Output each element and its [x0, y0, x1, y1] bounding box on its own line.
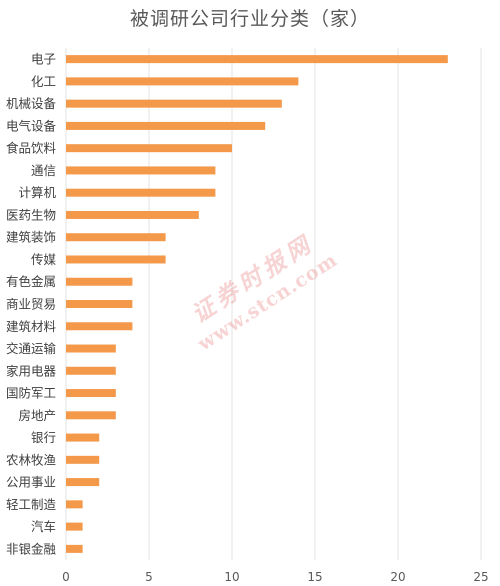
bar-2	[66, 99, 282, 108]
category-label-11: 商业贸易	[6, 297, 56, 312]
category-label-9: 传媒	[31, 252, 57, 267]
bar-10	[66, 277, 133, 286]
category-label-1: 化工	[31, 74, 56, 89]
category-label-22: 非银金融	[6, 541, 57, 556]
bar-9	[66, 255, 166, 264]
x-tick-label-2: 10	[224, 570, 239, 584]
x-tick-label-3: 15	[307, 570, 322, 584]
category-label-13: 交通运输	[6, 341, 57, 356]
bar-16	[66, 411, 116, 420]
bar-3	[66, 121, 266, 130]
bar-1	[66, 77, 299, 86]
bar-11	[66, 300, 133, 308]
category-label-10: 有色金属	[6, 274, 56, 289]
bar-5	[66, 166, 216, 175]
bar-4	[66, 144, 232, 153]
category-label-16: 房地产	[18, 408, 56, 423]
bar-14	[66, 366, 116, 375]
bar-20	[66, 500, 83, 509]
category-label-12: 建筑材料	[6, 319, 57, 334]
x-tick-label-1: 5	[145, 570, 153, 584]
bar-8	[66, 233, 166, 242]
category-label-0: 电子	[31, 52, 56, 67]
bar-18	[66, 455, 100, 464]
bar-19	[66, 478, 100, 487]
bar-12	[66, 322, 133, 331]
category-label-3: 电气设备	[6, 118, 57, 133]
bar-6	[66, 188, 216, 197]
bar-21	[66, 522, 83, 531]
category-label-21: 汽车	[31, 519, 56, 534]
category-label-20: 轻工制造	[6, 497, 57, 512]
category-label-17: 银行	[31, 430, 56, 445]
category-label-7: 医药生物	[6, 207, 56, 222]
category-label-5: 通信	[31, 163, 56, 178]
chart-title: 被调研公司行业分类（家）	[129, 8, 370, 30]
category-label-18: 农林牧渔	[6, 452, 56, 467]
category-label-19: 公用事业	[6, 475, 56, 490]
x-tick-label-4: 20	[390, 570, 405, 584]
bar-17	[66, 433, 100, 442]
bar-13	[66, 344, 116, 353]
category-label-6: 计算机	[18, 185, 56, 200]
bar-0	[66, 55, 448, 64]
category-label-8: 建筑装饰	[6, 230, 56, 245]
category-label-4: 食品饮料	[6, 141, 57, 156]
bar-7	[66, 210, 199, 219]
bar-15	[66, 389, 116, 398]
bar-22	[66, 544, 83, 553]
x-tick-label-0: 0	[62, 570, 70, 584]
x-tick-label-5: 25	[473, 570, 488, 584]
category-label-15: 国防军工	[6, 386, 56, 401]
category-label-14: 家用电器	[6, 363, 57, 378]
category-label-2: 机械设备	[6, 96, 57, 111]
